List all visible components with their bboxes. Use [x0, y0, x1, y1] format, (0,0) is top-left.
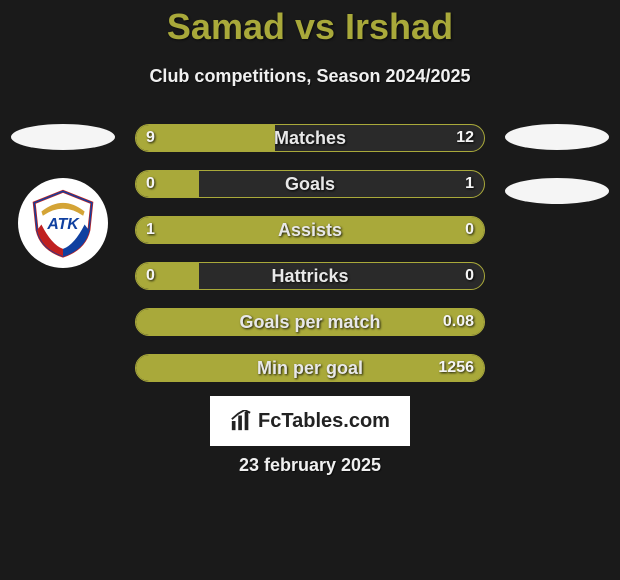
- stat-row: 0.08Goals per match: [135, 308, 485, 336]
- stat-row: 1256Min per goal: [135, 354, 485, 382]
- player-left-avatar-placeholder: [11, 124, 115, 150]
- stat-row: 912Matches: [135, 124, 485, 152]
- bar-fill-left: [136, 125, 275, 151]
- stat-value-left: 0: [146, 263, 155, 289]
- club-shield-icon: ATK: [27, 187, 99, 259]
- svg-text:ATK: ATK: [46, 216, 80, 233]
- stat-value-right: 1: [465, 171, 474, 197]
- date-label: 23 february 2025: [0, 455, 620, 476]
- comparison-bars: 912Matches01Goals10Assists00Hattricks0.0…: [135, 124, 485, 400]
- subtitle: Club competitions, Season 2024/2025: [0, 66, 620, 87]
- player-right-avatar-placeholder: [505, 124, 609, 150]
- stat-value-left: 9: [146, 125, 155, 151]
- stat-value-right: 1256: [438, 355, 474, 381]
- stat-value-left: 1: [146, 217, 155, 243]
- stat-row: 00Hattricks: [135, 262, 485, 290]
- stat-value-left: 0: [146, 171, 155, 197]
- stat-value-right: 0: [465, 217, 474, 243]
- bar-fill-left: [136, 355, 484, 381]
- brand-chart-icon: [230, 410, 252, 432]
- bar-fill-left: [136, 217, 484, 243]
- stat-value-right: 0: [465, 263, 474, 289]
- club-badge-left: ATK: [18, 178, 108, 268]
- stat-row: 10Assists: [135, 216, 485, 244]
- bar-fill-left: [136, 309, 484, 335]
- page-title: Samad vs Irshad: [0, 0, 620, 48]
- right-avatars: [502, 124, 612, 232]
- brand-label: FcTables.com: [258, 410, 390, 433]
- stat-row: 01Goals: [135, 170, 485, 198]
- stat-value-right: 12: [456, 125, 474, 151]
- stat-value-right: 0.08: [443, 309, 474, 335]
- brand-box[interactable]: FcTables.com: [210, 396, 410, 446]
- left-avatars: ATK: [8, 124, 118, 268]
- club-right-avatar-placeholder: [505, 178, 609, 204]
